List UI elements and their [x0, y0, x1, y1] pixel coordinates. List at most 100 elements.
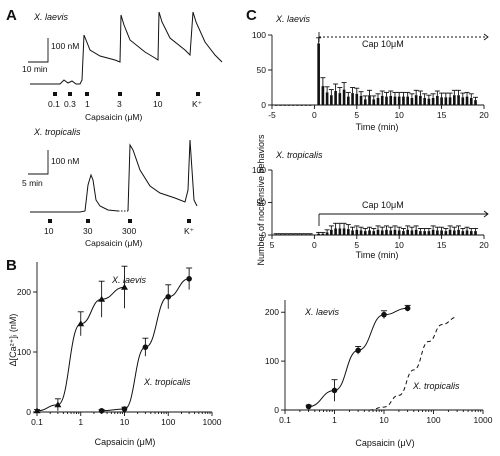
c-top-stim-arrow [483, 33, 489, 41]
bar [465, 96, 469, 105]
bar [461, 97, 465, 105]
data-point-circle [142, 344, 149, 351]
bar [287, 105, 291, 106]
bar [334, 228, 337, 235]
tropicalis-time-scale: 5 min [22, 178, 43, 188]
x-tick-label: 1000 [203, 417, 222, 427]
bar [363, 99, 367, 105]
chart-b: 0.1 1 10 100 1000 0 100 200 [17, 262, 222, 427]
c-bottom-species-tropicalis: X. tropicalis [412, 381, 460, 391]
bar [317, 43, 320, 105]
data-point-triangle [121, 283, 128, 290]
data-point-triangle [77, 320, 85, 327]
x-tick-label: -5 [268, 110, 276, 120]
x-tick-label: 15 [437, 240, 447, 250]
bar [347, 229, 350, 235]
bar [321, 86, 325, 105]
x-tick-label: 100 [161, 417, 175, 427]
bar [423, 231, 426, 235]
bar [406, 96, 409, 105]
bar [359, 230, 363, 235]
data-point-circle [305, 403, 312, 410]
bar [397, 96, 401, 105]
data-point-circle [381, 311, 387, 318]
data-point-triangle [33, 407, 41, 414]
bar [397, 230, 401, 235]
dose-marker [196, 92, 200, 96]
tropicalis-scale-bar [28, 150, 49, 175]
bar [423, 98, 426, 105]
bar [325, 232, 329, 235]
x-tick-label: 100 [426, 415, 440, 425]
bar [474, 231, 477, 235]
tropicalis-dose-markers [48, 219, 191, 223]
tropicalis-dose-labels: 10 30 300 K⁺ [44, 226, 195, 236]
x-tick-label: 1 [78, 417, 83, 427]
bar [402, 96, 405, 105]
bar [440, 230, 443, 235]
panel-a-label: A [6, 7, 17, 24]
y-tick-label: 100 [265, 356, 279, 366]
tropicalis-trace-title: X. tropicalis [33, 127, 81, 137]
data-point-circle [355, 347, 361, 354]
dose-marker [68, 92, 72, 96]
dose-marker [48, 219, 52, 223]
bar [427, 231, 431, 235]
dose-label: 10 [153, 99, 163, 109]
bar [355, 93, 359, 105]
y-tick-label: 100 [17, 347, 31, 357]
x-tick-label: 20 [479, 110, 489, 120]
bar [414, 95, 418, 105]
bar [359, 95, 363, 105]
y-tick-label: 50 [257, 198, 267, 208]
bar [402, 231, 405, 235]
dose-label: 300 [122, 226, 136, 236]
dose-label: 3 [117, 99, 122, 109]
tropicalis-xlabel: Capsaicin (μM) [85, 238, 142, 248]
x-tick-label: 10 [394, 240, 404, 250]
bar [380, 95, 384, 105]
bar [325, 92, 329, 105]
bar [300, 105, 303, 106]
bar [453, 95, 456, 105]
c-top-annotation: Cap 10μM [362, 39, 404, 49]
bar [334, 91, 337, 105]
bar [376, 229, 380, 235]
dose-marker [86, 219, 90, 223]
laevis-dose-markers [53, 92, 200, 96]
bar [393, 96, 397, 105]
bar [330, 229, 333, 235]
c-ylabel: Number of nocifensive behaviors [256, 134, 266, 266]
y-tick-label: 200 [17, 287, 31, 297]
bar [469, 231, 473, 235]
fit-curve [308, 307, 408, 408]
bar [444, 231, 448, 235]
tropicalis-conc-scale: 100 nM [51, 156, 79, 166]
bar [279, 234, 282, 236]
data-point-triangle [98, 295, 106, 302]
x-tick-label: 0.1 [31, 417, 43, 427]
c-bottom-xlabel: Capsaicin (μV) [355, 438, 414, 448]
x-tick-label: 5 [270, 240, 275, 250]
bar [385, 96, 388, 105]
bar [351, 93, 354, 105]
bar [389, 95, 393, 105]
x-tick-label: 15 [437, 110, 447, 120]
bar [457, 95, 460, 105]
laevis-time-scale: 10 min [22, 64, 48, 74]
bar [274, 105, 278, 106]
y-tick-label: 0 [261, 230, 266, 240]
bar [410, 230, 414, 235]
bar [385, 229, 388, 235]
bar [330, 95, 333, 105]
dose-label: 10 [44, 226, 54, 236]
bar [347, 96, 350, 105]
laevis-calcium-trace [30, 11, 223, 85]
bar [308, 105, 312, 106]
panel-c: C Number of nocifensive behaviors X. lae… [246, 7, 493, 448]
bar [338, 228, 342, 235]
bar [342, 89, 346, 105]
bar [351, 230, 354, 235]
laevis-trace-title: X. laevis [33, 12, 69, 22]
